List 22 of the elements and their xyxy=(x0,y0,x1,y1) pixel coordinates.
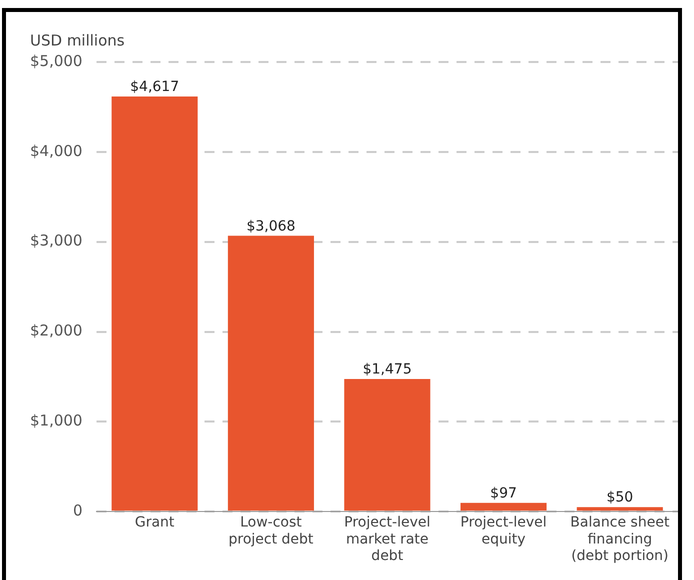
data-label: $1,475 xyxy=(362,362,412,378)
bar xyxy=(344,378,430,511)
data-label: $97 xyxy=(490,486,517,502)
y-tick-label: $1,000 xyxy=(30,412,82,430)
y-tick-label: 0 xyxy=(72,501,82,520)
y-tick-label: $3,000 xyxy=(30,232,82,250)
x-tick-label: Project-level market rate debt xyxy=(344,514,430,564)
data-label: $50 xyxy=(606,490,634,506)
x-tick-label: Low-cost project debt xyxy=(228,514,314,548)
bar xyxy=(112,96,198,511)
y-tick-label: $4,000 xyxy=(30,142,82,160)
y-axis-title: USD millions xyxy=(30,31,125,50)
bar xyxy=(576,507,663,511)
x-tick-label: Grant xyxy=(134,514,175,531)
data-label: $3,068 xyxy=(246,218,296,234)
x-tick-label: Project-level equity xyxy=(460,514,547,548)
y-tick-label: $2,000 xyxy=(30,322,82,340)
bar xyxy=(460,502,547,511)
y-tick-label: $5,000 xyxy=(30,52,82,70)
bar xyxy=(228,236,314,511)
data-label: $4,617 xyxy=(130,79,180,96)
x-tick-label: Balance sheet financing (debt portion) xyxy=(570,514,670,564)
